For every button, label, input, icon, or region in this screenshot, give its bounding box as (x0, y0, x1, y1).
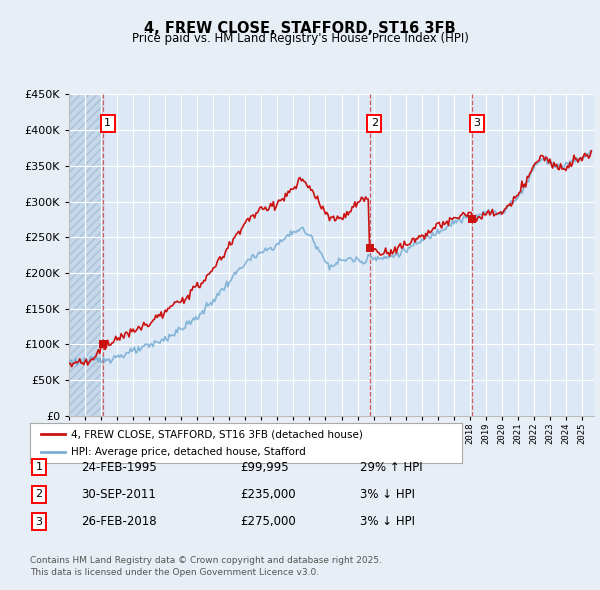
Text: 30-SEP-2011: 30-SEP-2011 (81, 488, 156, 501)
Text: 24-FEB-1995: 24-FEB-1995 (81, 461, 157, 474)
Text: 2: 2 (35, 490, 43, 499)
Text: 4, FREW CLOSE, STAFFORD, ST16 3FB: 4, FREW CLOSE, STAFFORD, ST16 3FB (144, 21, 456, 35)
Text: HPI: Average price, detached house, Stafford: HPI: Average price, detached house, Staf… (71, 447, 306, 457)
Text: Price paid vs. HM Land Registry's House Price Index (HPI): Price paid vs. HM Land Registry's House … (131, 32, 469, 45)
Text: 3: 3 (473, 119, 481, 129)
Text: 1: 1 (35, 463, 43, 472)
Text: 3% ↓ HPI: 3% ↓ HPI (360, 488, 415, 501)
Text: 4, FREW CLOSE, STAFFORD, ST16 3FB (detached house): 4, FREW CLOSE, STAFFORD, ST16 3FB (detac… (71, 430, 363, 440)
Text: Contains HM Land Registry data © Crown copyright and database right 2025.
This d: Contains HM Land Registry data © Crown c… (30, 556, 382, 577)
Text: 3: 3 (35, 517, 43, 526)
Text: 2: 2 (371, 119, 378, 129)
Text: 3% ↓ HPI: 3% ↓ HPI (360, 515, 415, 528)
Text: £235,000: £235,000 (240, 488, 296, 501)
Text: 1: 1 (104, 119, 111, 129)
Text: £275,000: £275,000 (240, 515, 296, 528)
Text: £99,995: £99,995 (240, 461, 289, 474)
Text: 26-FEB-2018: 26-FEB-2018 (81, 515, 157, 528)
Text: 29% ↑ HPI: 29% ↑ HPI (360, 461, 422, 474)
